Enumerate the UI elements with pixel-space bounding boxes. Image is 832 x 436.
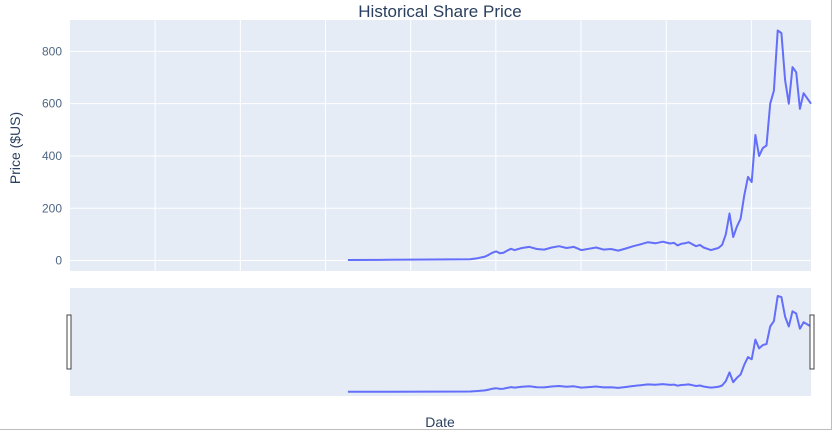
range-slider-series-line [347,295,812,393]
y-tick-label: 0 [55,254,62,268]
y-tick-label: 600 [42,97,62,111]
y-gridlines [70,50,811,262]
range-slider-area[interactable] [70,288,811,396]
chart-title: Historical Share Price [358,2,521,21]
x-axis-label: Date [425,414,455,430]
range-slider-left-handle[interactable] [66,314,72,370]
price-series-line [347,29,812,261]
y-tick-labels: 0 200 400 600 800 [42,44,62,267]
y-tick-label: 400 [42,149,62,163]
y-tick-label: 200 [42,201,62,215]
range-slider-right-handle[interactable] [809,314,815,370]
main-plot-area [70,20,811,271]
x-gridlines [154,20,752,271]
y-tick-label: 800 [42,44,62,58]
y-axis-label: Price ($US) [7,112,23,184]
